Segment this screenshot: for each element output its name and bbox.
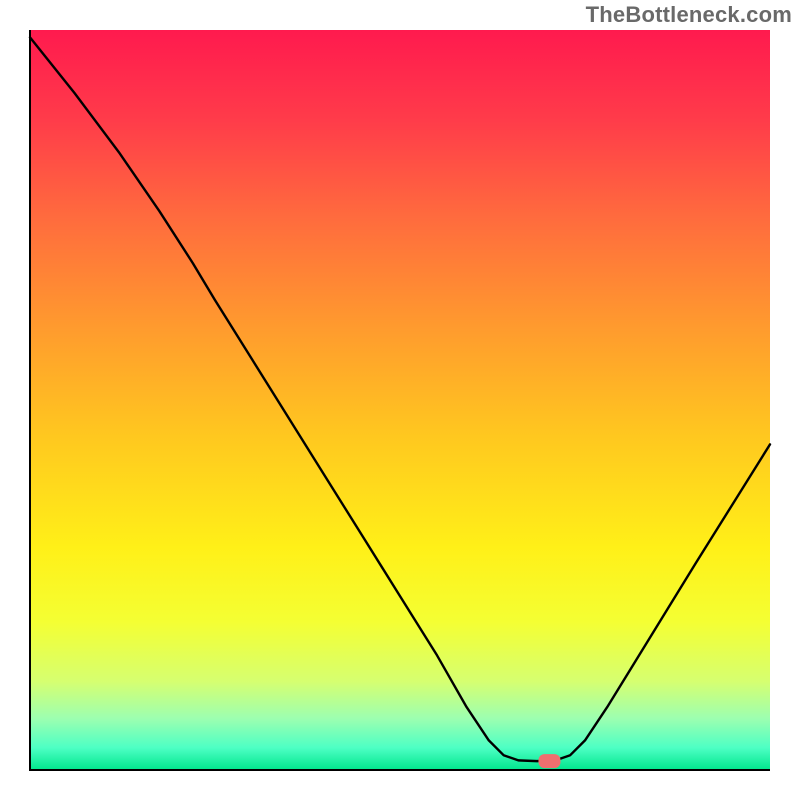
chart-svg	[0, 0, 800, 800]
bottleneck-chart: TheBottleneck.com	[0, 0, 800, 800]
optimal-marker	[538, 754, 560, 768]
gradient-background	[30, 30, 770, 770]
